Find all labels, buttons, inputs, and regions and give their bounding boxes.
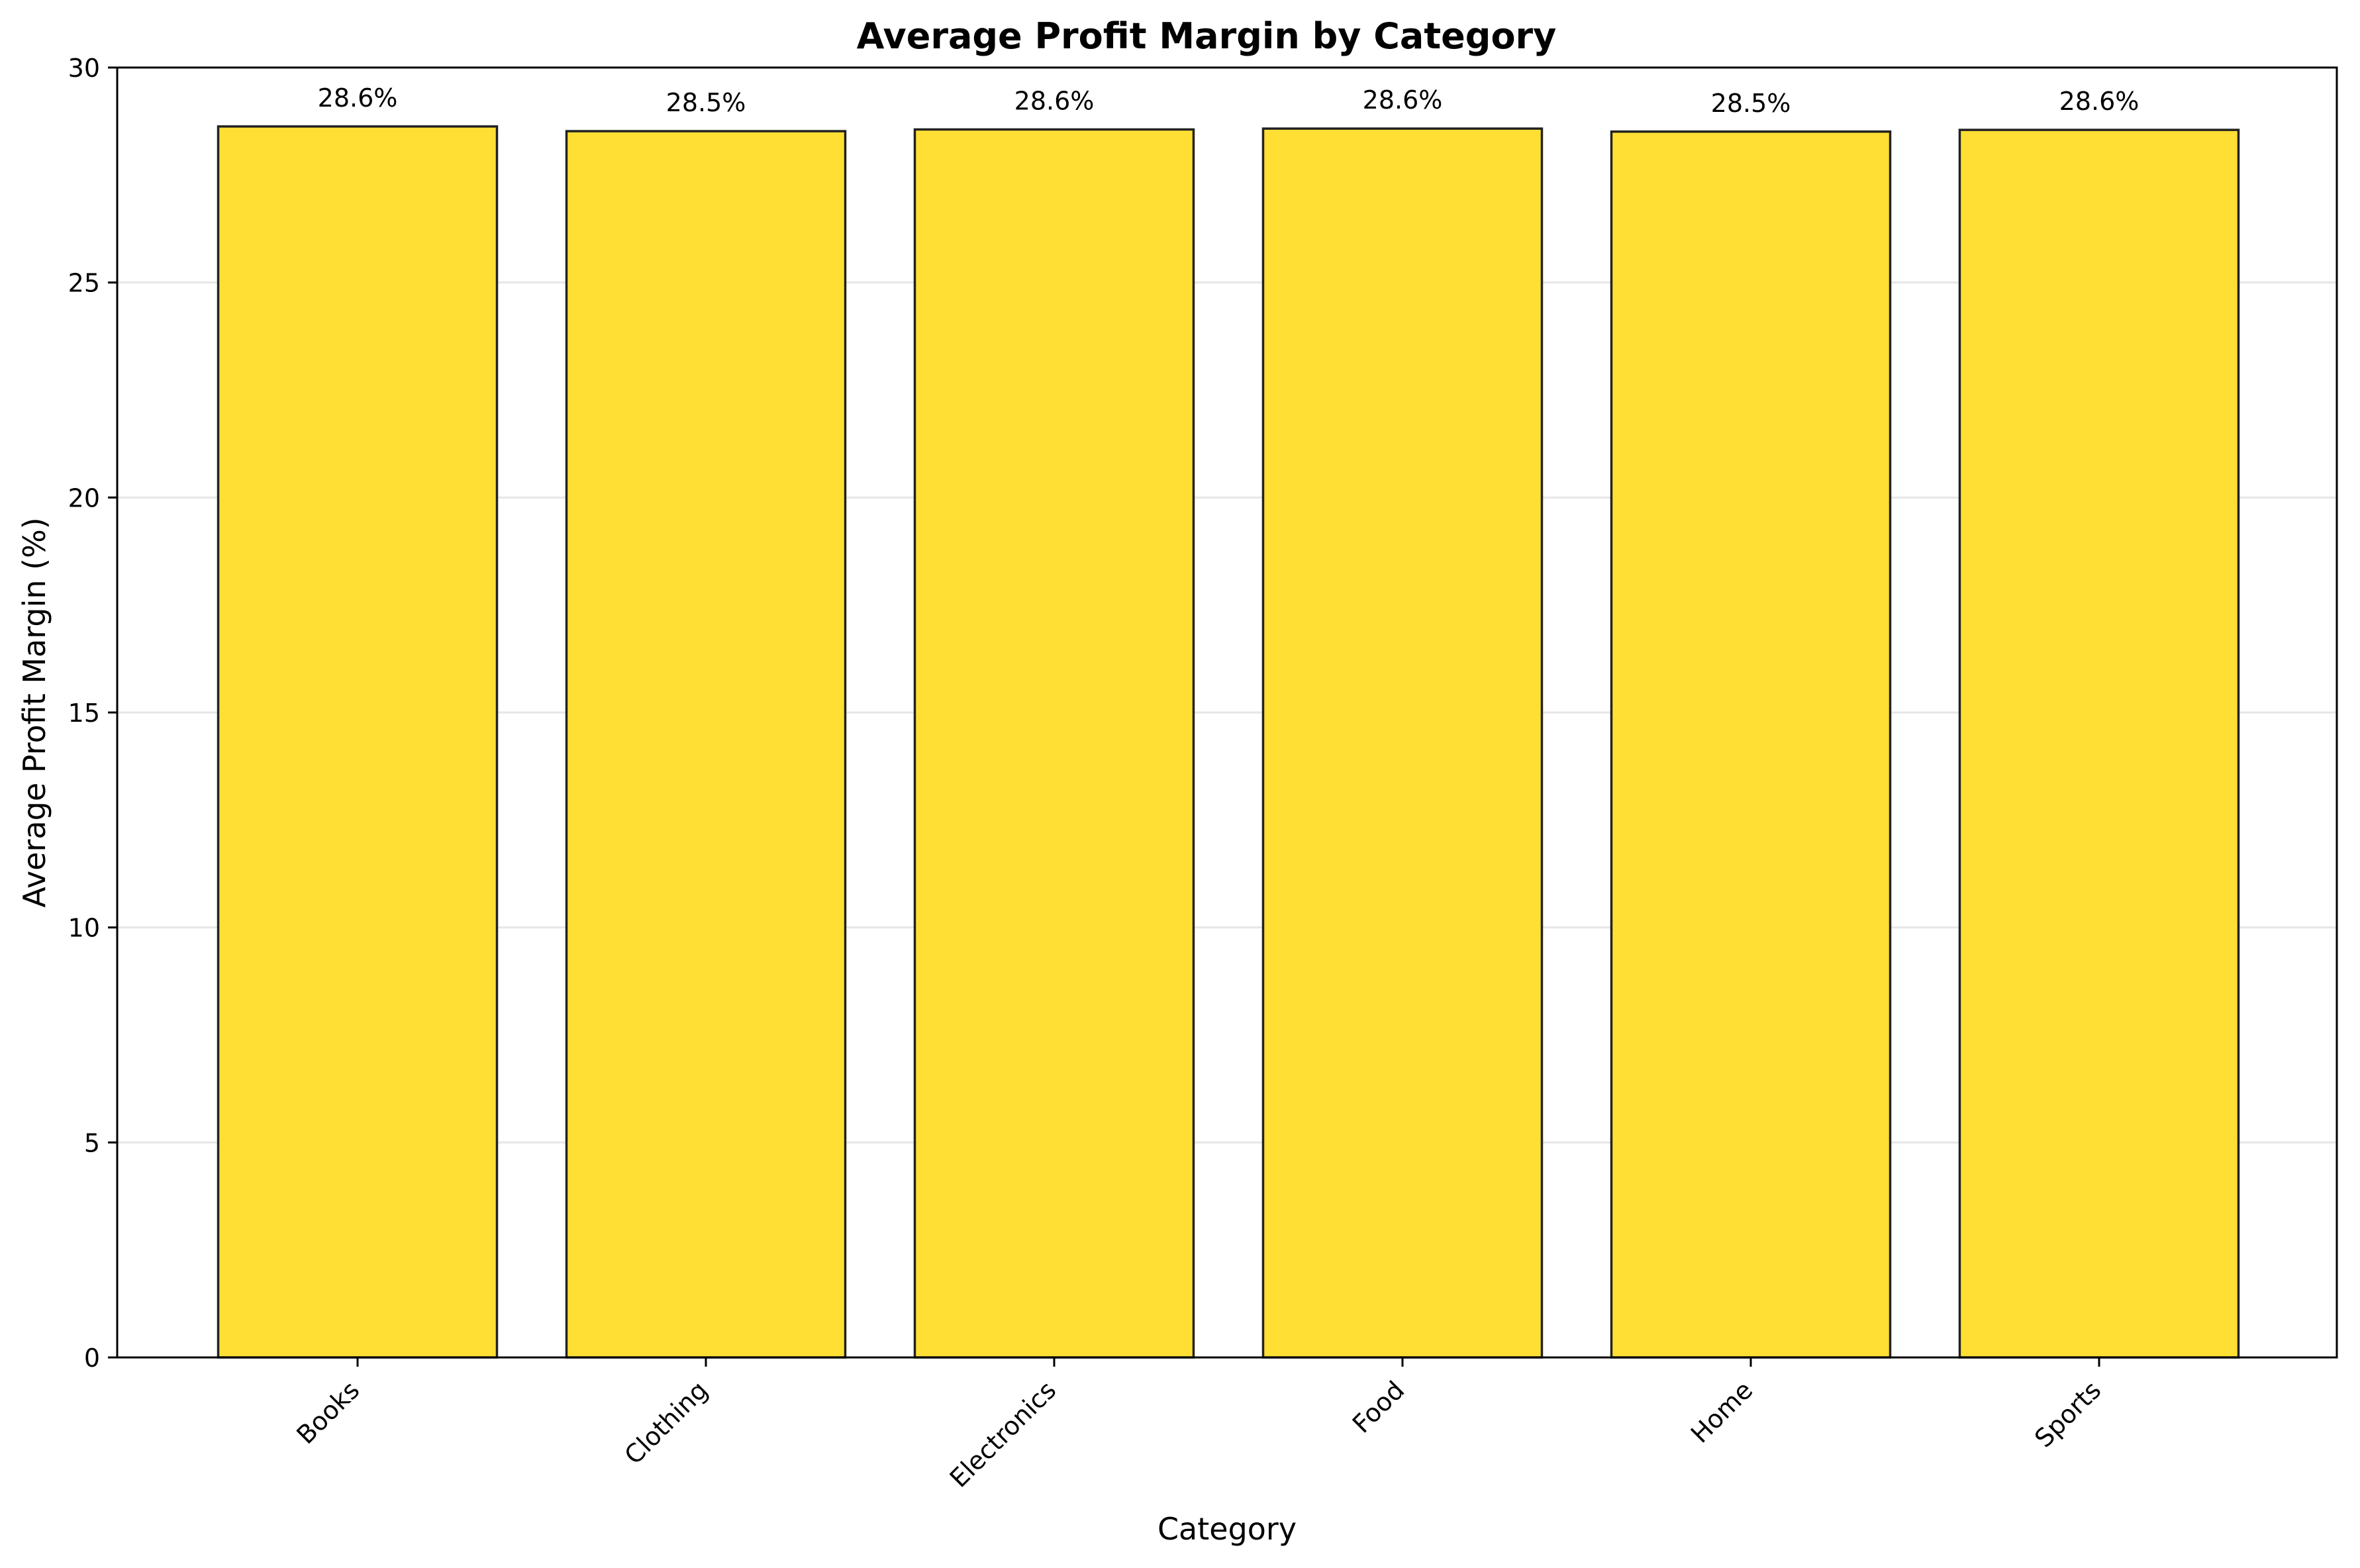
x-tick-label: Electronics <box>944 1375 1062 1493</box>
y-tick-label: 0 <box>84 1344 100 1373</box>
bar <box>1610 130 1892 1359</box>
y-tick-label: 10 <box>68 914 100 943</box>
bar <box>565 130 847 1359</box>
x-tick-label: Food <box>1347 1375 1410 1439</box>
y-axis-label: Average Profit Margin (%) <box>17 517 52 907</box>
y-axis-ticks: 0 5 10 15 20 25 30 <box>68 54 117 1373</box>
x-tick-label: Clothing <box>618 1375 713 1470</box>
bars <box>217 125 2240 1359</box>
x-axis-ticks: Books Clothing Electronics Food Home Sports <box>291 1357 2106 1493</box>
y-tick-label: 25 <box>68 269 100 298</box>
bar-value-label: 28.5% <box>1711 89 1791 118</box>
bar <box>913 128 1195 1359</box>
x-tick-label: Home <box>1685 1375 1758 1448</box>
bar <box>1261 127 1544 1359</box>
bar <box>1958 128 2240 1359</box>
bar-value-label: 28.6% <box>318 83 398 113</box>
y-tick-label: 30 <box>68 54 100 83</box>
x-tick-label: Books <box>291 1375 365 1449</box>
x-axis-label: Category <box>1157 1511 1297 1547</box>
x-tick-label: Sports <box>2029 1375 2106 1453</box>
bar-value-label: 28.6% <box>1014 87 1095 116</box>
bar <box>217 125 499 1359</box>
chart-title: Average Profit Margin by Category <box>857 15 1557 57</box>
y-tick-label: 20 <box>68 483 100 513</box>
bar-value-label: 28.6% <box>1363 85 1443 115</box>
y-tick-label: 15 <box>68 699 100 728</box>
bar-value-label: 28.6% <box>2059 87 2139 116</box>
bar-value-label: 28.5% <box>666 88 746 117</box>
y-tick-label: 5 <box>84 1128 100 1157</box>
bar-value-labels: 28.6% 28.5% 28.6% 28.6% 28.5% 28.6% <box>318 83 2139 118</box>
